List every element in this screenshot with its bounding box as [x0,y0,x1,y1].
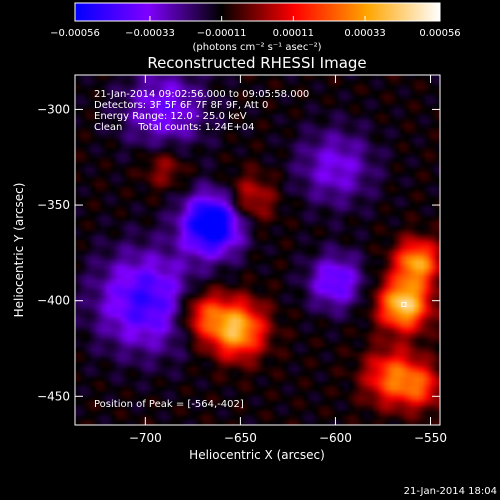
colorbar-bar [74,2,441,22]
plot-frame [74,74,441,426]
y-tick-label: −450 [37,389,70,403]
y-tick-label: −300 [37,102,70,116]
annotation-time-range: 21-Jan-2014 09:02:56.000 to 09:05:58.000 [94,89,309,100]
peak-marker-box [401,302,407,308]
colorbar-tick-label: 0.00056 [419,28,460,39]
footer-timestamp: 21-Jan-2014 18:04 [404,486,497,497]
y-axis-label: Heliocentric Y (arcsec) [12,183,26,318]
x-tick-label: −700 [129,431,162,445]
colorbar-tick-label: −0.00033 [125,28,175,39]
x-tick-label: −550 [414,431,447,445]
x-axis-label: Heliocentric X (arcsec) [189,448,325,462]
peak-marker [401,302,407,308]
colorbar-tick-label: 0.00011 [273,28,314,39]
annotation-energy-range: Energy Range: 12.0 - 25.0 keV [94,111,247,122]
colorbar-tick-label: −0.00011 [197,28,247,39]
colorbar-tick-label: −0.00056 [50,28,100,39]
colorbar-ticks: −0.00056 −0.00033 −0.00011 0.00011 0.00033 0.… [50,16,461,39]
colorbar-unit-label: (photons cm⁻² s⁻¹ asec⁻²) [192,42,321,53]
y-tick-label: −350 [37,198,70,212]
annotation-clean-counts: Clean Total counts: 1.24E+04 [94,122,254,133]
heatmap-image [75,75,440,425]
x-tick-label: −600 [319,431,352,445]
colorbar-tick-label: 0.00033 [344,28,385,39]
x-tick-label: −650 [224,431,257,445]
plot-area [74,74,441,426]
x-axis: −700 −650 −600 −550 [129,75,447,445]
y-tick-label: −400 [37,294,70,308]
annotation-detectors: Detectors: 3F 5F 6F 7F 8F 9F, Att 0 [94,100,268,111]
peak-position-label: Position of Peak = [-564,-402] [94,399,244,410]
y-axis: −300 −350 −400 −450 [37,102,440,403]
annotation-block: 21-Jan-2014 09:02:56.000 to 09:05:58.000… [94,89,309,133]
chart-title: Reconstructed RHESSI Image [147,54,366,72]
colorbar: −0.00056 −0.00033 −0.00011 0.00011 0.00033 0.… [50,2,461,53]
